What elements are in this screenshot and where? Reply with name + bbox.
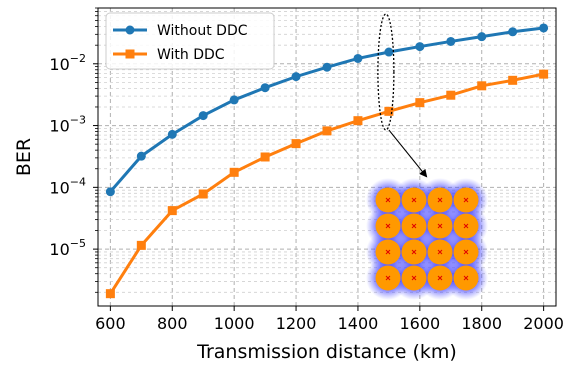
- x-tick-label: 800: [157, 314, 188, 333]
- legend-label: Without DDC: [157, 23, 248, 39]
- y-axis-ticks: 10−5 10−4 10−3 10−2: [49, 7, 98, 293]
- x-tick-label: 1200: [276, 314, 317, 333]
- constellation-center: [437, 223, 443, 229]
- data-point: [415, 42, 425, 52]
- data-point: [477, 32, 487, 42]
- data-point: [260, 152, 270, 162]
- data-point: [229, 95, 239, 105]
- data-point: [353, 116, 363, 126]
- data-point: [167, 206, 177, 216]
- x-tick-label: 600: [95, 314, 126, 333]
- constellation-center: [411, 249, 417, 255]
- x-tick-label: 1800: [461, 314, 502, 333]
- legend: Without DDC With DDC: [105, 12, 275, 70]
- x-tick-label: 1400: [338, 314, 379, 333]
- data-point: [260, 83, 270, 93]
- constellation-center: [463, 275, 469, 281]
- constellation-center: [385, 249, 391, 255]
- legend-box: [105, 12, 275, 70]
- x-axis-label: Transmission distance (km): [196, 341, 457, 363]
- constellation-center: [463, 223, 469, 229]
- data-point: [539, 23, 549, 33]
- constellation-inset: [366, 178, 488, 300]
- legend-marker: [125, 25, 135, 35]
- constellation-center: [411, 275, 417, 281]
- data-point: [136, 151, 146, 161]
- data-point: [105, 187, 115, 197]
- data-point: [384, 47, 394, 57]
- y-tick-label: 10−2: [49, 52, 86, 74]
- y-tick-label: 10−3: [49, 114, 86, 136]
- data-point: [539, 69, 549, 79]
- constellation-center: [411, 197, 417, 203]
- y-tick-label: 10−4: [49, 175, 86, 197]
- legend-label: With DDC: [157, 47, 225, 63]
- series-layer: [105, 23, 549, 299]
- data-point: [198, 111, 208, 121]
- y-tick-label: 10−5: [49, 237, 86, 259]
- data-point: [446, 90, 456, 100]
- x-tick-label: 1600: [399, 314, 440, 333]
- data-point: [508, 75, 518, 85]
- highlight-ellipse: [377, 13, 395, 131]
- data-point: [415, 98, 425, 108]
- data-point: [477, 81, 487, 91]
- plot-frame: [97, 7, 557, 307]
- data-point: [136, 240, 146, 250]
- constellation-center: [437, 249, 443, 255]
- data-point: [446, 36, 456, 46]
- data-point: [508, 27, 518, 37]
- data-point: [291, 139, 301, 149]
- constellation-center: [437, 275, 443, 281]
- x-axis-ticks: 600 800 1000 1200 1400 1600 1800 2000: [95, 306, 564, 333]
- constellation-center: [463, 249, 469, 255]
- x-tick-label: 1000: [214, 314, 255, 333]
- data-point: [322, 126, 332, 136]
- data-point: [198, 189, 208, 199]
- data-point: [105, 289, 115, 299]
- y-axis-label: BER: [13, 138, 35, 176]
- data-point: [167, 129, 177, 139]
- data-point: [229, 167, 239, 177]
- annotation-layer: [366, 13, 488, 300]
- data-point: [353, 53, 363, 63]
- legend-marker: [125, 49, 135, 59]
- constellation-center: [411, 223, 417, 229]
- data-point: [291, 72, 301, 82]
- data-point: [384, 106, 394, 116]
- constellation-center: [385, 223, 391, 229]
- data-point: [322, 62, 332, 72]
- constellation-center: [385, 275, 391, 281]
- x-tick-label: 2000: [523, 314, 564, 333]
- constellation-center: [385, 197, 391, 203]
- annotation-arrow: [388, 129, 428, 178]
- constellation-center: [437, 197, 443, 203]
- constellation-center: [463, 197, 469, 203]
